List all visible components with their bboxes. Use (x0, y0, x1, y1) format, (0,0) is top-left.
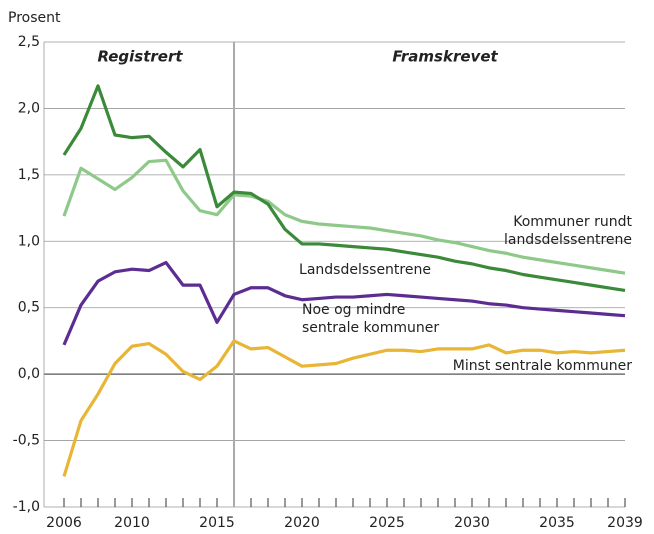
x-tick-label: 2010 (114, 515, 150, 531)
y-tick-label: 0,5 (18, 300, 40, 316)
annotation: Framskrevet (392, 48, 498, 66)
y-tick-label: 0,0 (18, 366, 40, 382)
series-label: Minst sentrale kommuner (453, 358, 632, 374)
y-axis-label: Prosent (8, 10, 61, 26)
series-label: Noe og mindre sentrale kommuner (302, 302, 439, 336)
annotation: Registrert (97, 48, 183, 66)
x-tick-label: 2025 (369, 515, 405, 531)
x-tick-label: 2015 (199, 515, 235, 531)
series-line (62, 158, 626, 275)
x-tick-label: 2039 (607, 515, 643, 531)
y-tick-label: -1,0 (13, 499, 40, 515)
x-tick-label: 2030 (454, 515, 490, 531)
series-line (62, 260, 626, 346)
x-tick-label: 2020 (284, 515, 320, 531)
y-tick-label: 2,0 (18, 100, 40, 116)
y-tick-label: -0,5 (13, 433, 40, 449)
x-tick-label: 2035 (539, 515, 575, 531)
x-tick-label: 2006 (46, 515, 82, 531)
series-line (62, 339, 626, 477)
series-label: Landsdelssentrene (299, 262, 431, 278)
y-tick-label: 1,0 (18, 233, 40, 249)
series-line (62, 84, 626, 293)
series-label: Kommuner rundt landsdelssentrene (504, 214, 633, 248)
y-tick-label: 1,5 (18, 167, 40, 183)
y-tick-label: 2,5 (18, 34, 40, 50)
